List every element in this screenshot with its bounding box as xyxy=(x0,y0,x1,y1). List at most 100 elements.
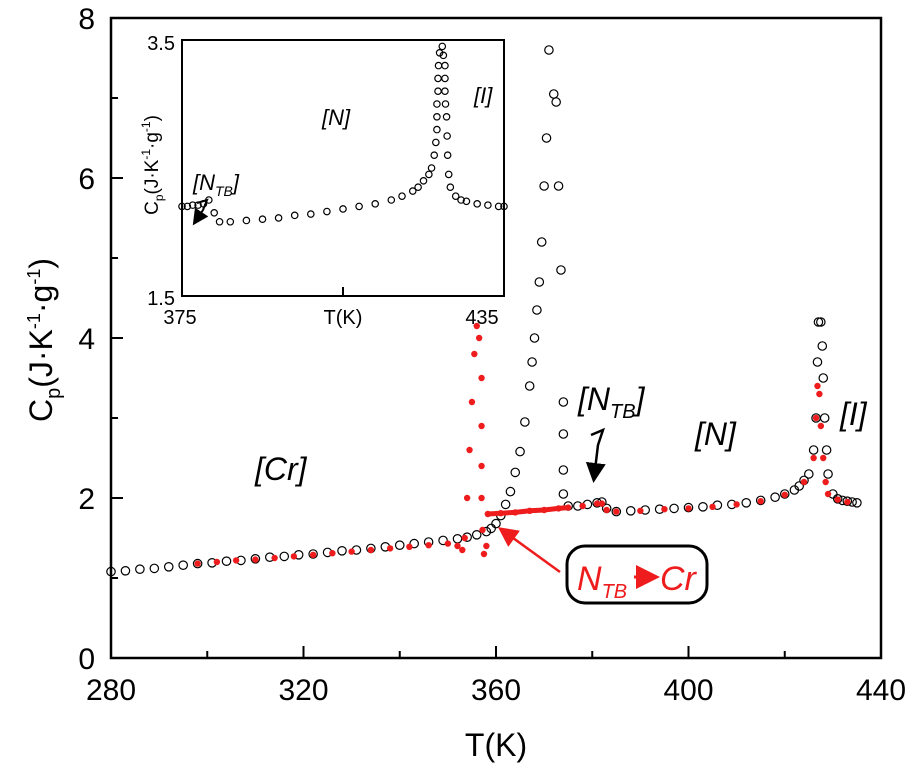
main-heating-data-point xyxy=(823,469,833,479)
main-cooling-data-point xyxy=(685,505,692,512)
main-cooling-data-point xyxy=(468,398,476,406)
main-y-tick-label: 2 xyxy=(78,483,95,516)
main-cooling-data-point xyxy=(471,350,478,358)
main-cooling-data-point xyxy=(461,534,468,542)
inset-label-i: [I] xyxy=(473,83,493,108)
main-cooling-data-point xyxy=(822,478,829,486)
inset-data-point xyxy=(443,132,451,140)
inset-data-point xyxy=(226,217,235,226)
inset-label-n: [N] xyxy=(321,105,351,130)
inset-data-point xyxy=(442,113,451,121)
main-heating-data-point xyxy=(106,566,116,577)
main-cooling-data-point xyxy=(613,508,620,515)
main-heating-data-point xyxy=(221,556,232,566)
main-heating-data-point xyxy=(819,413,830,423)
main-cooling-data-point xyxy=(213,558,221,566)
main-cooling-data-point xyxy=(564,504,572,511)
main-heating-data-point xyxy=(770,492,780,502)
main-x-tick-label: 320 xyxy=(278,674,328,707)
inset-data-point xyxy=(494,202,503,211)
main-cooling-data-point xyxy=(593,500,601,507)
main-cooling-data-point xyxy=(252,556,259,563)
main-x-tick-label: 280 xyxy=(86,674,136,707)
main-heating-data-point xyxy=(250,553,261,564)
inset-y-tick-label: 3.5 xyxy=(147,33,175,55)
main-heating-data-point xyxy=(527,357,537,367)
main-cooling-data-point xyxy=(463,494,471,502)
main-cooling-data-point xyxy=(194,560,201,567)
inset-data-point xyxy=(441,74,449,83)
inset-data-point xyxy=(433,125,441,134)
main-heating-data-point xyxy=(548,89,559,99)
main-heating-data-point xyxy=(683,502,694,513)
main-heating-data-point xyxy=(741,497,752,508)
main-x-tick-label: 360 xyxy=(471,674,521,707)
main-heating-data-point xyxy=(529,333,540,343)
main-heating-data-point xyxy=(520,417,530,427)
main-cooling-data-point xyxy=(386,545,394,552)
main-cooling-data-point xyxy=(598,500,606,507)
main-cooling-data-point xyxy=(844,498,851,506)
main-heating-data-point xyxy=(308,549,318,559)
main-heating-data-point xyxy=(279,551,290,562)
main-cooling-data-point xyxy=(540,506,548,514)
main-cooling-data-point xyxy=(812,414,820,422)
main-heating-data-point xyxy=(794,481,804,491)
main-cooling-data-point xyxy=(526,507,533,514)
inset-data-point xyxy=(419,177,428,185)
main-cooling-data-point xyxy=(603,506,610,514)
main-y-tick-label: 8 xyxy=(78,3,95,36)
label-ntb: [NTB] xyxy=(577,381,646,423)
main-heating-data-point xyxy=(515,446,525,457)
inset-y-axis-label: Cp(J·K-1·g-1) xyxy=(139,115,166,215)
main-cooling-data-point xyxy=(478,422,485,430)
inset-data-point xyxy=(258,215,267,224)
inset-data-point xyxy=(441,61,449,70)
main-heating-data-point xyxy=(149,563,160,574)
main-heating-data-point xyxy=(505,486,516,497)
svg-text:Cp(J·K-1·g-1): Cp(J·K-1·g-1) xyxy=(23,258,65,422)
inset-data-point xyxy=(323,207,331,216)
main-cooling-data-point xyxy=(479,526,486,534)
main-heating-data-point xyxy=(625,505,636,516)
main-cooling-data-point xyxy=(309,551,317,558)
inset-data-point xyxy=(290,211,299,220)
main-cooling-data-point xyxy=(454,542,461,550)
inset-data-point xyxy=(432,138,440,147)
main-heating-data-point xyxy=(556,265,566,275)
inset-data-point xyxy=(178,202,186,211)
main-cooling-data-point xyxy=(816,390,823,398)
inset-data-point xyxy=(433,100,441,108)
main-cooling-data-point xyxy=(406,543,413,550)
transition-label-cr: Cr xyxy=(660,560,698,598)
main-heating-data-point xyxy=(669,503,679,514)
main-cooling-data-point xyxy=(709,503,716,510)
main-cooling-data-point xyxy=(800,478,808,486)
inset-data-point xyxy=(339,205,347,213)
main-heating-data-point xyxy=(135,564,145,574)
inset-data-point xyxy=(457,196,465,204)
main-cooling-data-point xyxy=(348,548,355,555)
transition-label: NTB xyxy=(577,560,627,603)
main-cooling-data-point xyxy=(271,554,278,562)
inset-data-point xyxy=(183,202,192,211)
inset-data-point xyxy=(500,202,508,211)
main-cooling-data-point xyxy=(475,334,483,342)
inset-data-point xyxy=(408,187,417,195)
main-heating-data-point xyxy=(486,523,496,534)
inset-x-tick-label: 435 xyxy=(465,307,498,329)
main-heating-data-point xyxy=(394,540,405,550)
label-i: [I] xyxy=(839,396,868,432)
main-heating-data-point xyxy=(817,341,828,351)
main-heating-data-point xyxy=(500,499,511,510)
main-cooling-data-point xyxy=(579,502,586,510)
main-heating-data-point xyxy=(816,317,826,327)
main-cooling-data-point xyxy=(478,494,485,502)
main-cooling-data-point xyxy=(817,422,825,430)
main-heating-data-point xyxy=(544,45,554,55)
inset-data-point xyxy=(242,216,251,225)
inset-data-point xyxy=(387,196,396,204)
inset-data-point xyxy=(398,192,406,200)
main-cooling-data-point xyxy=(444,540,452,547)
